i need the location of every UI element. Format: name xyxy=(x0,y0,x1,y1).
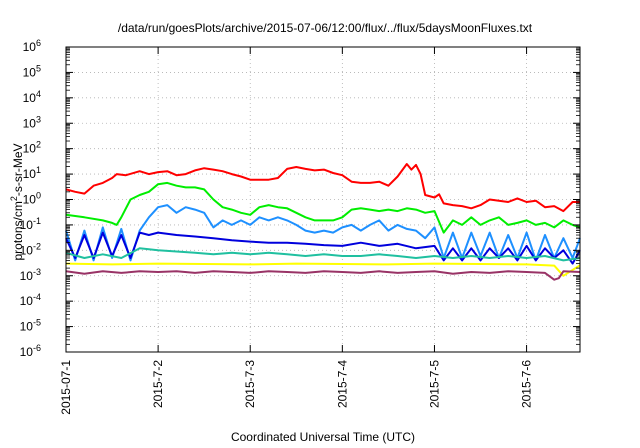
y-tick-label-sup: 4 xyxy=(36,89,41,99)
y-tick-label-sup: -6 xyxy=(33,343,41,353)
y-tick-label-base: 10 xyxy=(20,294,34,308)
y-tick-label-sup: 5 xyxy=(36,63,41,73)
y-tick-label: 104 xyxy=(23,89,41,105)
y-tick-label-sup: 2 xyxy=(36,140,41,150)
y-tick-label-sup: 1 xyxy=(36,165,41,175)
y-axis-label: protons/cm2-s-sr-MeV xyxy=(9,143,25,260)
y-tick-label-sup: 6 xyxy=(36,38,41,48)
y-tick-label-sup: -1 xyxy=(33,216,41,226)
y-tick-label-base: 10 xyxy=(23,193,37,207)
y-tick-label: 10-3 xyxy=(20,267,41,283)
y-tick-label: 105 xyxy=(23,63,41,79)
y-tick-label: 106 xyxy=(23,38,41,54)
y-tick-label-sup: -4 xyxy=(33,292,41,302)
x-tick-label: 2015-07-1 xyxy=(59,360,73,415)
y-tick-label: 101 xyxy=(23,165,41,181)
y-tick-label-base: 10 xyxy=(20,320,34,334)
chart-title: /data/run/goesPlots/archive/2015-07-06/1… xyxy=(118,21,533,35)
y-tick-label: 10-4 xyxy=(20,292,41,308)
y-tick-label-base: 10 xyxy=(23,167,37,181)
y-tick-label: 10-2 xyxy=(20,241,41,257)
y-tick-label: 10-1 xyxy=(20,216,41,232)
y-tick-label: 10-5 xyxy=(20,318,41,334)
y-tick-label-base: 10 xyxy=(20,269,34,283)
series-line xyxy=(65,270,581,281)
y-tick-label-sup: -5 xyxy=(33,318,41,328)
y-axis-label-main: protons/cm xyxy=(11,201,25,260)
x-tick-label: 2015-7-5 xyxy=(427,360,441,408)
x-tick-label: 2015-7-6 xyxy=(520,360,534,408)
y-tick-label-sup: -3 xyxy=(33,267,41,277)
series-line xyxy=(65,163,580,213)
series-line xyxy=(65,204,581,262)
y-tick-label-sup: -2 xyxy=(33,241,41,251)
series-layer xyxy=(65,163,581,281)
x-tick-label: 2015-7-4 xyxy=(335,360,349,408)
y-tick-label-base: 10 xyxy=(20,345,34,359)
y-tick-label-base: 10 xyxy=(23,91,37,105)
y-tick-label: 103 xyxy=(23,114,41,130)
y-tick-label-base: 10 xyxy=(23,142,37,156)
y-tick-label-base: 10 xyxy=(20,243,34,257)
series-line xyxy=(65,181,581,234)
y-tick-label-sup: 3 xyxy=(36,114,41,124)
ticks xyxy=(65,46,580,353)
x-axis-label: Coordinated Universal Time (UTC) xyxy=(231,430,415,444)
y-tick-label-base: 10 xyxy=(23,65,37,79)
x-tick-label: 2015-7-2 xyxy=(151,360,165,408)
y-tick-label-base: 10 xyxy=(23,116,37,130)
y-tick-label: 10-6 xyxy=(20,343,41,359)
y-tick-label-sup: 0 xyxy=(36,191,41,201)
grid xyxy=(66,47,580,352)
y-axis-label-rest: -s-sr-MeV xyxy=(11,143,25,196)
y-tick-label-base: 10 xyxy=(23,40,37,54)
x-tick-label: 2015-7-3 xyxy=(243,360,257,408)
series-line xyxy=(65,262,581,277)
y-tick-label: 100 xyxy=(23,191,41,207)
y-tick-label: 102 xyxy=(23,140,41,156)
x-tick-labels: 2015-07-1 2015-7-2 2015-7-3 2015-7-4 2015-7-… xyxy=(59,360,534,415)
y-tick-label-base: 10 xyxy=(20,218,34,232)
y-tick-labels: 10-610-510-410-310-210-11001011021031041… xyxy=(20,38,41,359)
series-line xyxy=(65,247,581,262)
y-axis-label-sup: 2 xyxy=(9,196,19,201)
